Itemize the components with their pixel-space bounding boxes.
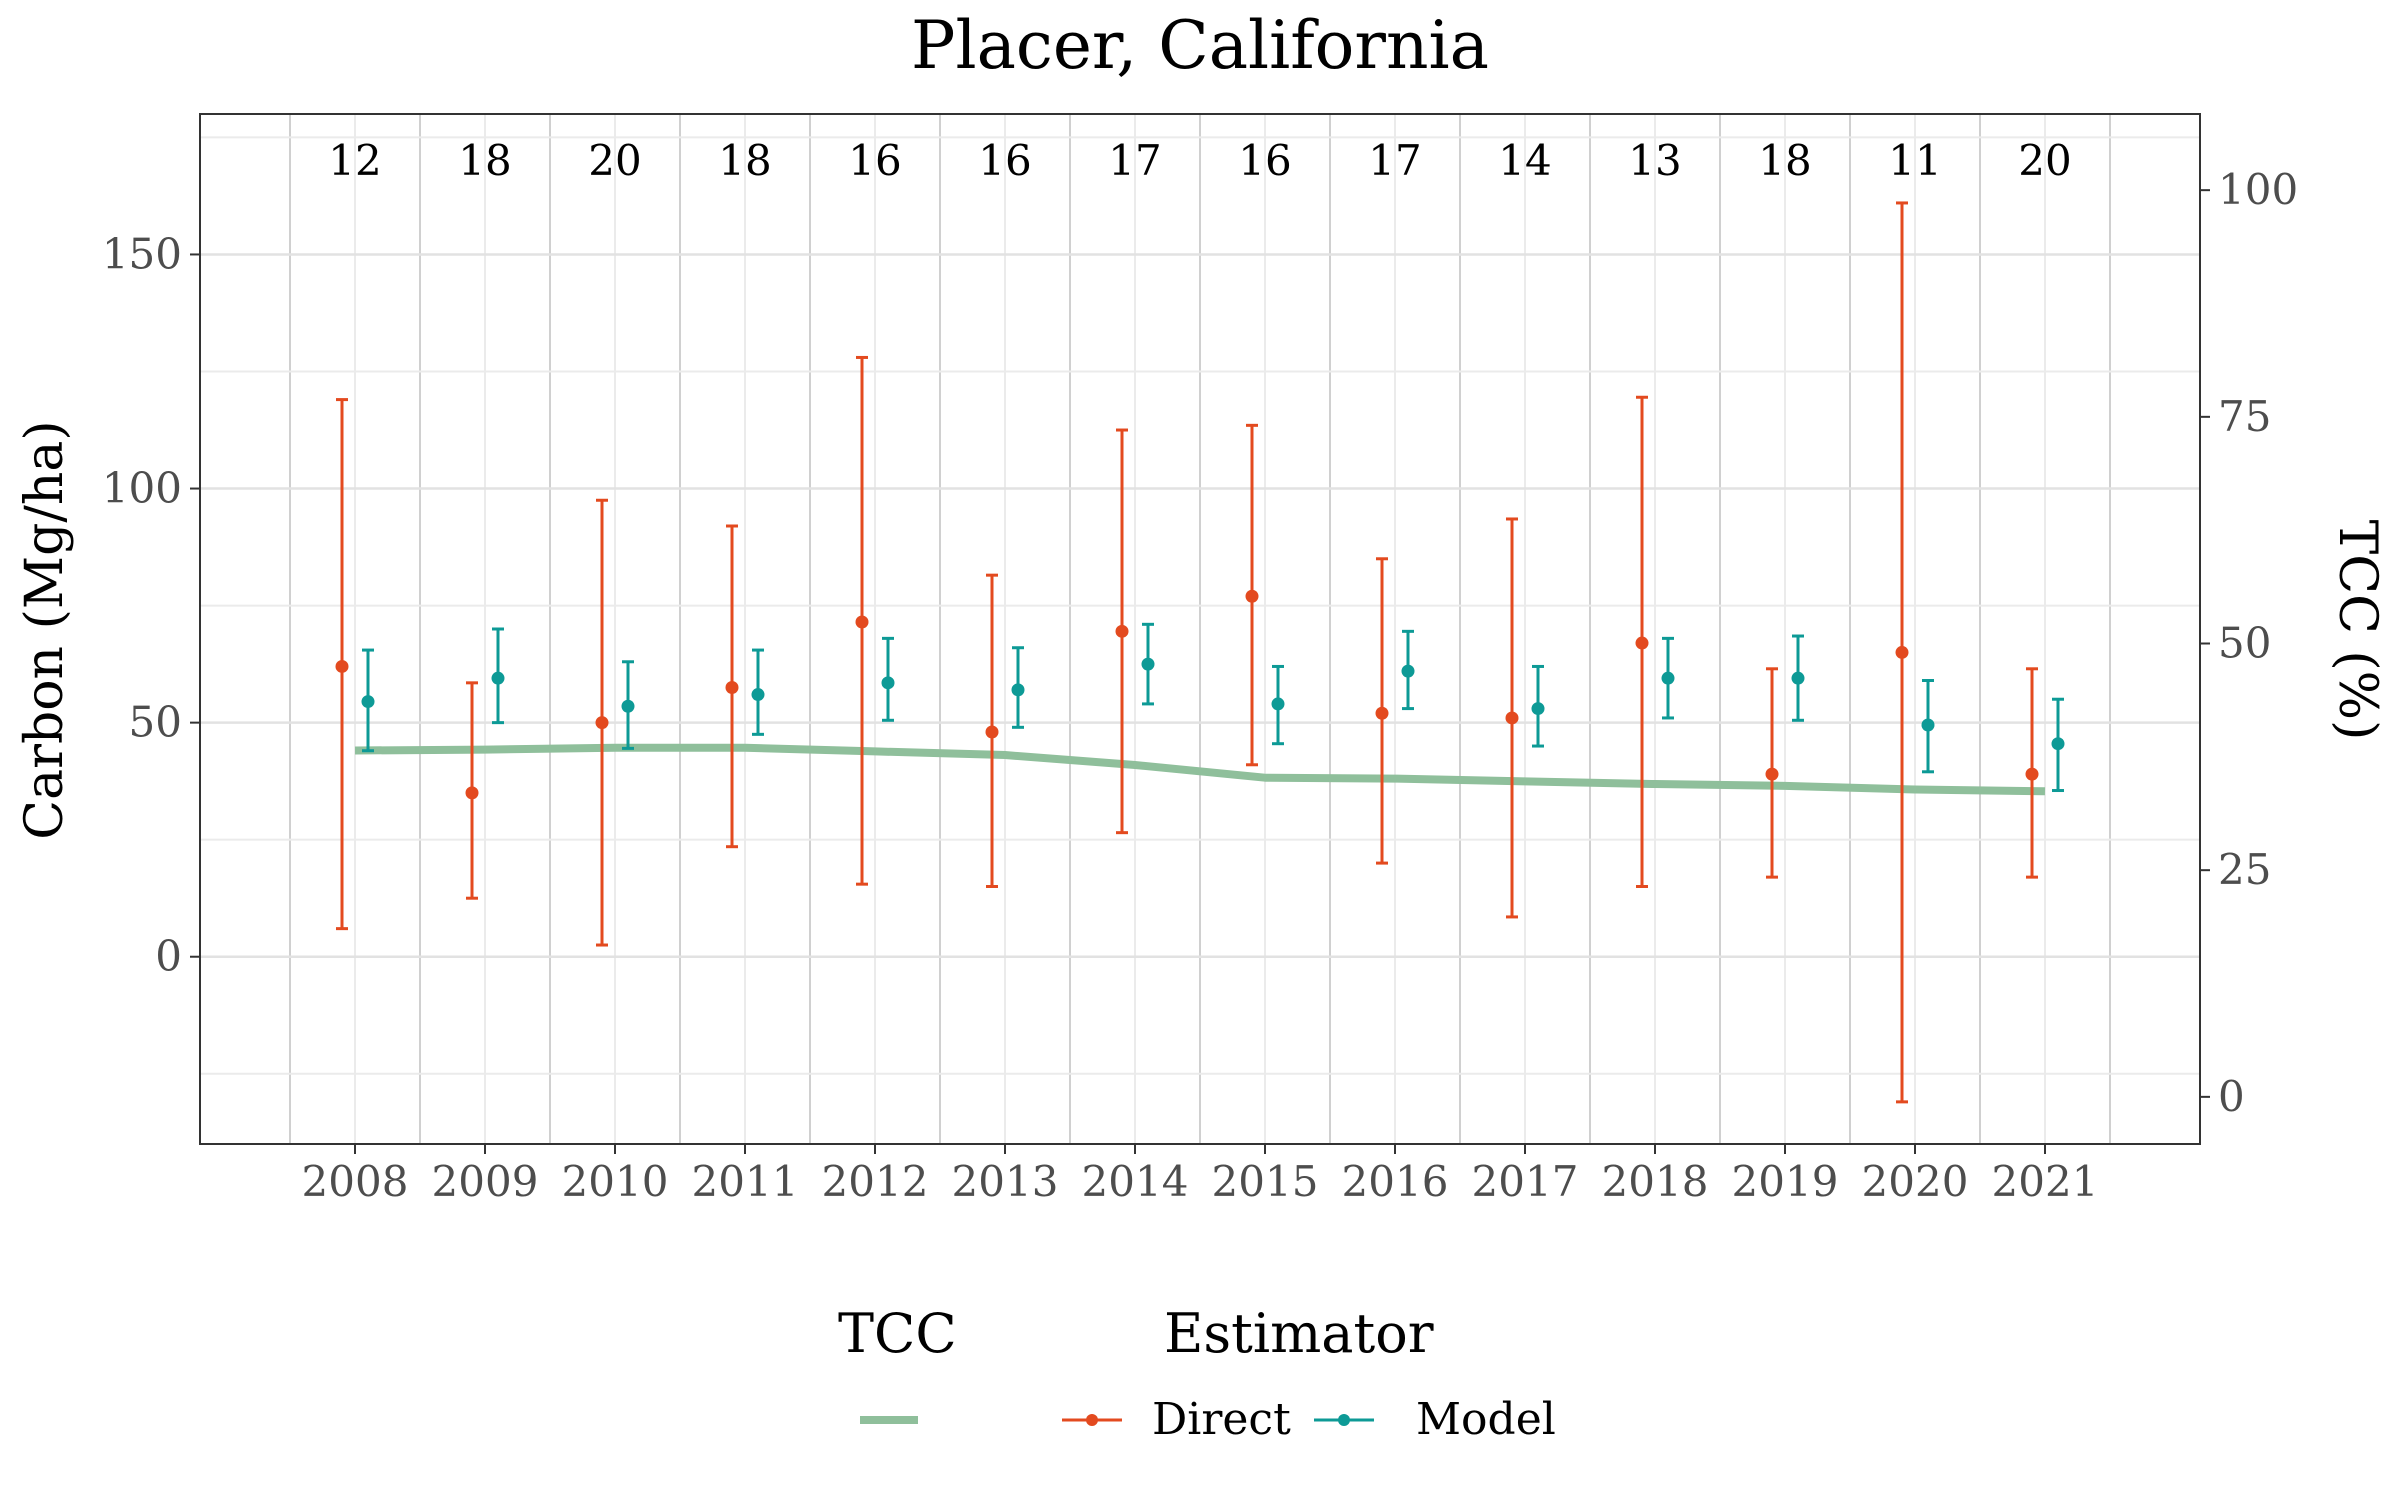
count-label: 17 <box>1108 136 1161 185</box>
direct-point <box>335 659 349 673</box>
x-tick-label: 2008 <box>302 1157 409 1206</box>
model-point <box>1791 671 1805 685</box>
plot-panel <box>199 113 2201 1145</box>
count-label: 20 <box>588 136 641 185</box>
model-point <box>1011 683 1025 697</box>
count-label: 16 <box>978 136 1031 185</box>
x-tick-label: 2016 <box>1342 1157 1449 1206</box>
direct-point <box>1635 636 1649 650</box>
model-point <box>1141 657 1155 671</box>
model-point <box>1531 702 1545 716</box>
count-label: 16 <box>1238 136 1291 185</box>
legend-title-tcc: TCC <box>838 1302 957 1365</box>
points <box>335 589 2065 800</box>
legend: TCC Estimator Direct Model <box>838 1302 1556 1445</box>
legend-title-estimator: Estimator <box>1164 1302 1434 1365</box>
direct-point <box>1115 624 1129 638</box>
count-label: 14 <box>1498 136 1551 185</box>
y2-tick-label: 25 <box>2218 845 2271 894</box>
count-label: 13 <box>1628 136 1681 185</box>
count-label: 16 <box>848 136 901 185</box>
right-axis: 0 25 50 75 100 <box>2200 165 2298 1121</box>
x-tick-label: 2021 <box>1992 1157 2099 1206</box>
x-tick-label: 2009 <box>432 1157 539 1206</box>
count-label: 18 <box>718 136 771 185</box>
direct-point <box>725 681 739 695</box>
x-tick-label: 2018 <box>1602 1157 1709 1206</box>
x-tick-label: 2014 <box>1082 1157 1189 1206</box>
model-point <box>1401 664 1415 678</box>
direct-point <box>2025 767 2039 781</box>
chart-title: Placer, California <box>911 7 1489 84</box>
direct-point <box>1765 767 1779 781</box>
model-point <box>751 688 765 702</box>
direct-point <box>1245 589 1259 603</box>
count-label: 12 <box>328 136 381 185</box>
model-point <box>621 699 635 713</box>
direct-point <box>1375 706 1389 720</box>
count-label: 20 <box>2018 136 2071 185</box>
y-tick-label: 150 <box>102 229 182 278</box>
count-label: 11 <box>1888 136 1941 185</box>
legend-key-model-point <box>1338 1414 1350 1426</box>
grid <box>200 114 2200 1144</box>
sample-counts: 12 18 20 18 16 16 17 16 17 14 13 18 11 20 <box>328 136 2071 185</box>
model-point <box>1271 697 1285 711</box>
model-point <box>2051 737 2065 751</box>
x-tick-label: 2011 <box>692 1157 799 1206</box>
x-tick-label: 2013 <box>952 1157 1059 1206</box>
model-point <box>491 671 505 685</box>
legend-label-direct: Direct <box>1152 1394 1291 1445</box>
direct-point <box>855 615 869 629</box>
direct-point <box>1505 711 1519 725</box>
y2-tick-label: 50 <box>2218 619 2271 668</box>
tcc-line <box>354 743 2046 796</box>
count-label: 18 <box>1758 136 1811 185</box>
x-tick-label: 2010 <box>562 1157 669 1206</box>
model-point <box>1921 718 1935 732</box>
x-tick-label: 2017 <box>1472 1157 1579 1206</box>
count-label: 17 <box>1368 136 1421 185</box>
legend-label-model: Model <box>1416 1394 1556 1445</box>
y2-tick-label: 100 <box>2218 165 2298 214</box>
model-point <box>361 695 375 709</box>
direct-point <box>1895 645 1909 659</box>
count-label: 18 <box>458 136 511 185</box>
y2-tick-label: 0 <box>2218 1072 2245 1121</box>
y-axis-title: Carbon (Mg/ha) <box>15 420 75 839</box>
direct-point <box>595 716 609 730</box>
x-tick-label: 2012 <box>822 1157 929 1206</box>
y2-tick-label: 75 <box>2218 392 2271 441</box>
y-tick-label: 50 <box>129 698 182 747</box>
direct-point <box>985 725 999 739</box>
x-tick-label: 2020 <box>1862 1157 1969 1206</box>
direct-point <box>465 786 479 800</box>
y-tick-label: 0 <box>155 932 182 981</box>
y-tick-label: 100 <box>102 464 182 513</box>
left-axis: 0 50 100 150 <box>102 229 200 981</box>
x-tick-label: 2019 <box>1732 1157 1839 1206</box>
y2-axis-title: TCC (%) <box>2327 520 2387 741</box>
model-point <box>1661 671 1675 685</box>
x-tick-label: 2015 <box>1212 1157 1319 1206</box>
x-axis: 2008 2009 2010 2011 2012 2013 2014 2015 2016 2017… <box>302 1144 2099 1206</box>
legend-key-direct-point <box>1086 1414 1098 1426</box>
tcc-layer <box>354 743 2046 796</box>
model-point <box>881 676 895 690</box>
